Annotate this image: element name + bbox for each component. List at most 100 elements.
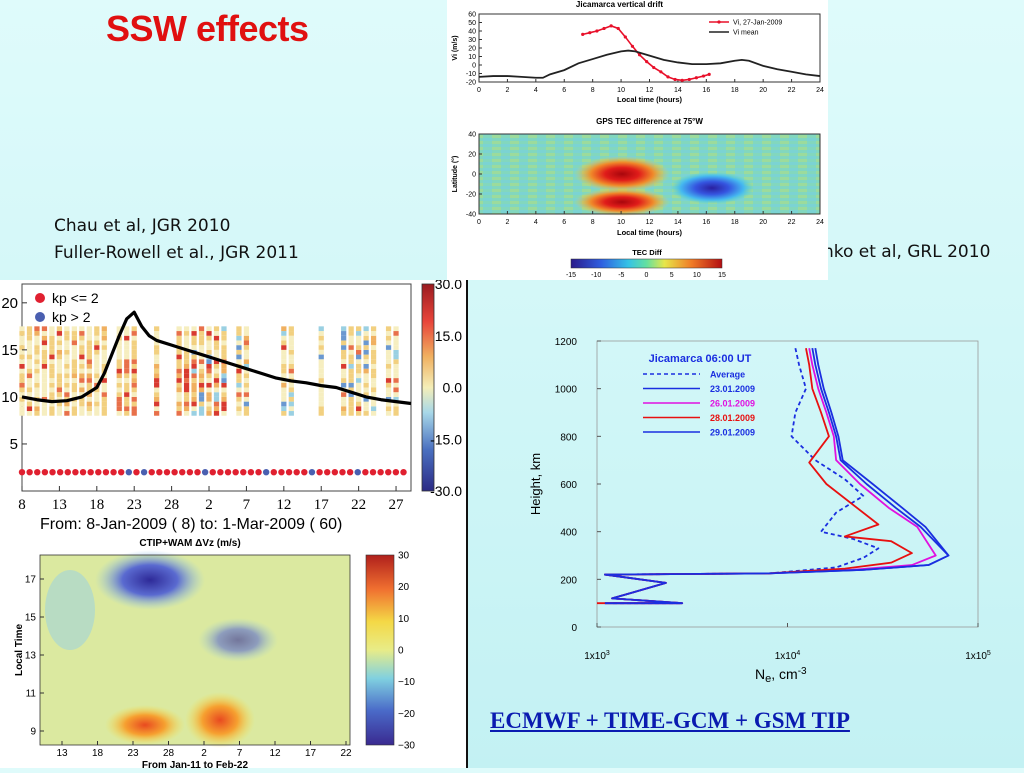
chau-colorbar-tick: -15.0 <box>430 431 462 447</box>
chau-heat-cell <box>385 331 392 336</box>
chau-heat-cell <box>191 331 197 336</box>
chau-heat-cell <box>79 392 85 397</box>
chau-heat-cell <box>116 387 122 393</box>
chau-heat-cell <box>79 345 85 350</box>
chau-heat-cell <box>64 387 70 393</box>
chau-heat-cell <box>356 335 362 341</box>
chau-heat-cell <box>116 363 122 369</box>
chau-heat-cell <box>56 401 63 407</box>
chau-kp-dot <box>64 468 71 476</box>
chau-heat-cell <box>318 387 324 393</box>
chau-heat-cell <box>341 359 347 364</box>
chau-heat-cell <box>79 382 85 388</box>
chau-heat-cell <box>356 378 362 383</box>
chau-heat-cell <box>206 382 212 388</box>
chau-heat-cell <box>206 392 212 397</box>
chau-heat-cell <box>221 368 227 374</box>
chau-heat-cell <box>281 326 287 332</box>
chau-heat-cell <box>49 363 55 369</box>
chau-heat-cell <box>34 331 40 336</box>
chau-heat-cell <box>356 368 362 374</box>
chau-heat-cell <box>79 368 85 374</box>
chau-kp-dot <box>316 468 323 476</box>
chau-legend-marker <box>35 312 45 322</box>
chau-heat-cell <box>154 392 160 397</box>
tec-ylabel: Latitude (°) <box>451 156 459 193</box>
chau-heat-cell <box>393 326 399 332</box>
chau-kp-dot <box>72 468 79 476</box>
chau-kp-dot <box>270 468 278 476</box>
chau-kp-dot <box>87 468 94 476</box>
chau-heat-cell <box>341 368 347 374</box>
chau-heat-cell <box>154 354 160 360</box>
chau-heat-cell <box>34 345 40 350</box>
chau-heat-cell <box>198 392 205 397</box>
chau-heat-cell <box>124 363 130 369</box>
chau-heat-cell <box>198 359 205 364</box>
chau-heat-cell <box>363 378 369 383</box>
chau-heat-cell <box>341 335 347 341</box>
chau-heat-cell <box>19 401 25 407</box>
chau-heat-cell <box>49 354 55 360</box>
drift-xtick-label: 16 <box>702 87 710 94</box>
drift-point <box>680 78 684 82</box>
chau-heat-cell <box>198 326 205 332</box>
chau-heat-cell <box>64 368 70 374</box>
chau-heat-cell <box>198 378 205 383</box>
chau-heat-cell <box>236 345 242 350</box>
chau-kp-dot <box>209 468 216 476</box>
drift-point <box>666 75 670 79</box>
chau-heat-cell <box>124 354 130 360</box>
profiles-frame <box>596 340 979 628</box>
drift-point <box>581 32 585 37</box>
chau-heat-cell <box>116 401 122 407</box>
chau-heat-cell <box>94 363 100 369</box>
tec-colorbar <box>570 258 723 269</box>
chau-heat-cell <box>363 392 369 397</box>
chau-heat-cell <box>94 331 100 336</box>
drift-ytick-label: 10 <box>468 54 476 61</box>
chau-heat-cell <box>101 354 107 360</box>
chau-heat-cell <box>124 382 130 388</box>
chau-heat-cell <box>49 368 55 374</box>
chau-heat-cell <box>19 326 25 332</box>
chau-heat-cell <box>206 387 212 393</box>
chau-kp-dot <box>194 468 201 476</box>
chau-heat-cell <box>385 335 392 341</box>
chau-heat-cell <box>154 340 160 346</box>
chau-heat-cell <box>221 345 227 350</box>
chau-heat-cell <box>26 401 33 407</box>
wam-xlabel: From Jan-11 to Feb-22 <box>142 760 249 768</box>
chau-heat-cell <box>124 340 130 346</box>
chau-heat-cell <box>213 387 220 393</box>
chau-xtick-label: 23 <box>127 497 142 513</box>
chau-kp-dot <box>339 468 346 476</box>
chau-heat-cell <box>124 378 130 383</box>
chau-heat-cell <box>363 326 369 332</box>
chau-heat-cell <box>348 326 354 332</box>
chau-heat-cell <box>34 340 40 346</box>
drift-xtick-label: 20 <box>759 87 767 94</box>
chau-heat-cell <box>101 335 107 341</box>
tec-colorbar-tick: -15 <box>566 272 576 279</box>
chau-heat-cell <box>183 345 190 350</box>
chau-heat-cell <box>385 349 392 355</box>
chau-kp-dot <box>293 468 300 476</box>
chau-heat-cell <box>26 373 33 379</box>
profiles-xtick-label: 1x103 <box>584 650 610 662</box>
chau-heat-cell <box>71 378 77 383</box>
chau-heat-cell <box>41 406 48 412</box>
chau-heat-cell <box>288 387 294 393</box>
chau-heat-cell <box>94 354 100 360</box>
jicamarca-profiles-plot: 0 200 400 600 800 1000 1200 1x103 1x104 1x105 Heig… <box>528 337 991 685</box>
chau-heat-cell <box>41 326 48 332</box>
wam-xtick-label: 23 <box>127 748 139 759</box>
chau-heat-cell <box>86 373 92 379</box>
chau-kp-dot <box>377 468 384 476</box>
chau-heat-cell <box>71 345 77 350</box>
chau-heat-cell <box>71 331 77 336</box>
chau-heat-cell <box>221 331 227 336</box>
chau-heat-cell <box>221 378 227 383</box>
drift-point <box>595 29 599 33</box>
